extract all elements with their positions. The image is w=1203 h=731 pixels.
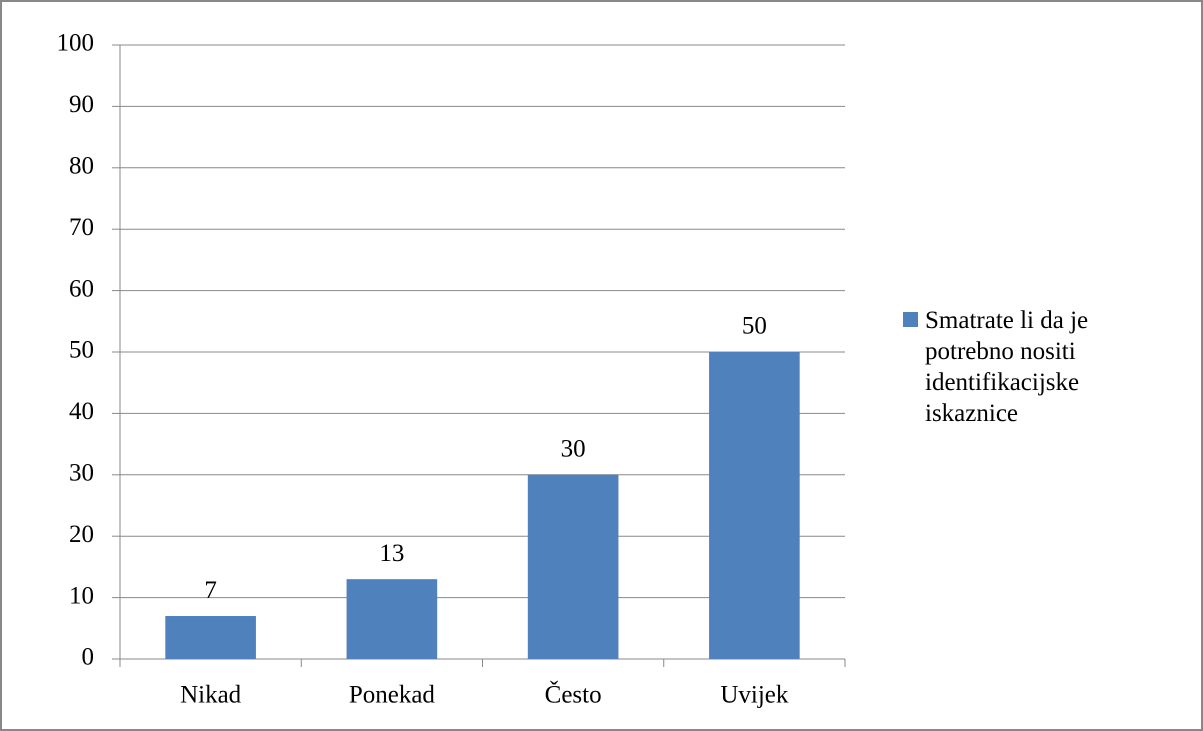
y-tick-label: 30 [69, 460, 94, 487]
data-label: 13 [379, 540, 404, 567]
data-label: 7 [204, 577, 217, 604]
y-tick-label: 20 [69, 521, 94, 548]
x-tick-label: Ponekad [349, 682, 436, 709]
y-tick-label: 100 [57, 30, 95, 57]
y-tick-label: 60 [69, 275, 94, 302]
x-tick-label: Uvijek [720, 682, 789, 709]
y-tick-label: 10 [69, 582, 94, 609]
x-tick-label: Često [545, 681, 602, 709]
y-tick-label: 70 [69, 214, 94, 241]
y-tick-label: 40 [69, 398, 94, 425]
bar [527, 474, 619, 659]
bar [709, 352, 800, 659]
legend-swatch [903, 312, 918, 327]
bar [346, 579, 438, 659]
y-tick-label: 90 [69, 91, 94, 118]
legend-label: Smatrate li da je potrebno nositi identi… [925, 307, 1089, 427]
y-tick-label: 80 [69, 153, 94, 180]
data-label: 50 [742, 313, 767, 340]
bar [165, 616, 256, 659]
data-label: 30 [561, 436, 586, 463]
y-tick-label: 0 [82, 644, 95, 671]
y-tick-label: 50 [69, 337, 94, 364]
x-tick-label: Nikad [180, 682, 242, 709]
